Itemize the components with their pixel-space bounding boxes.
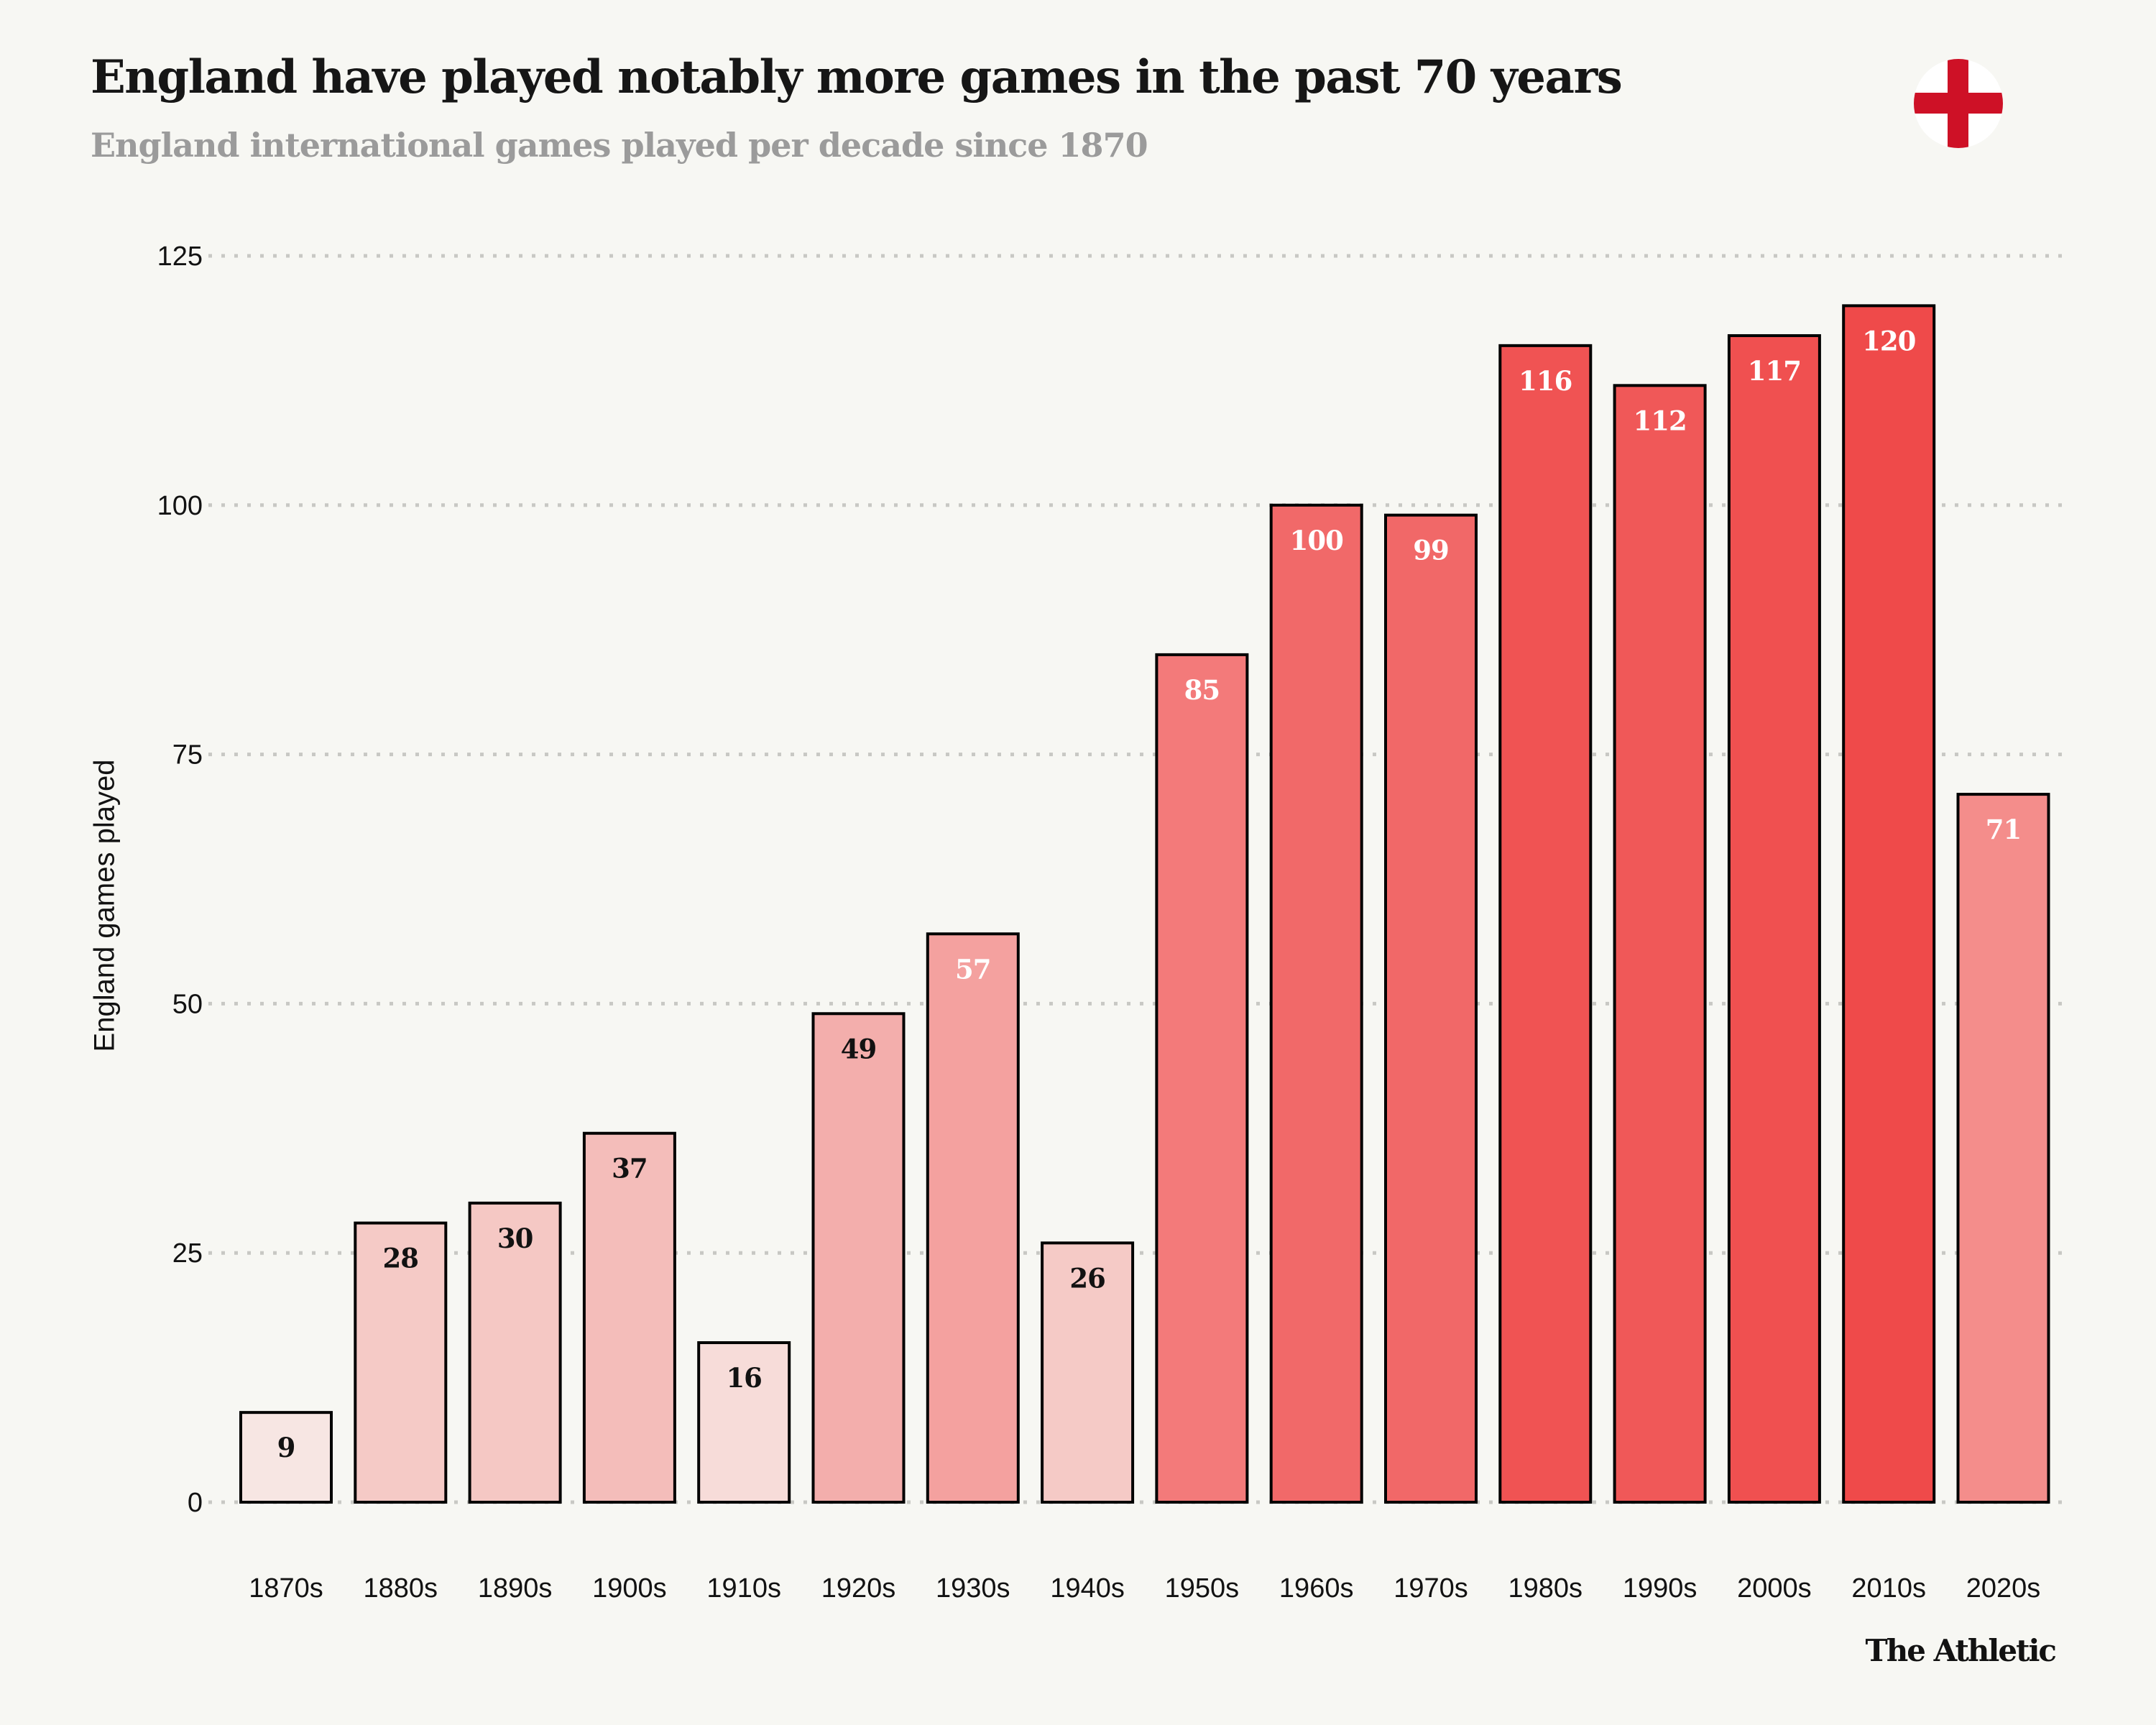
bar-1990s	[1613, 384, 1707, 1504]
x-tick-label: 1940s	[1050, 1573, 1125, 1604]
x-tick-label: 1930s	[936, 1573, 1010, 1604]
y-tick-label: 50	[172, 989, 203, 1019]
chart-title: England have played notably more games i…	[91, 50, 1623, 104]
bar-value-label: 99	[1413, 535, 1449, 566]
bar-2020s	[1956, 793, 2050, 1504]
chart-subtitle: England international games played per d…	[91, 126, 1148, 165]
x-tick-label: 2000s	[1737, 1573, 1812, 1604]
x-tick-label: 1950s	[1165, 1573, 1240, 1604]
bar-value-label: 120	[1862, 325, 1915, 356]
bar-1950s	[1155, 653, 1249, 1504]
bar-value-label: 112	[1633, 405, 1686, 436]
bar-value-label: 26	[1069, 1262, 1105, 1294]
y-axis-ticks: 0 25 50 75 100 125	[157, 242, 203, 1518]
x-axis-ticks: 1870s 1880s 1890s 1900s 1910s 1920s 1930s 1940s…	[249, 1573, 2040, 1604]
bar-value-label: 30	[497, 1223, 533, 1254]
x-tick-label: 1900s	[592, 1573, 667, 1604]
x-tick-label: 1870s	[249, 1573, 323, 1604]
bar-1920s	[811, 1012, 906, 1504]
bar-1910s	[697, 1341, 791, 1504]
bar-value-label: 117	[1748, 355, 1801, 387]
bar-2010s	[1842, 304, 1936, 1504]
bar-value-label: 9	[277, 1432, 295, 1463]
bar-value-label: 28	[383, 1243, 419, 1274]
x-tick-label: 1920s	[821, 1573, 896, 1604]
england-flag-icon	[1914, 59, 2003, 148]
bar-value-label: 100	[1290, 525, 1343, 556]
x-tick-label: 1890s	[478, 1573, 553, 1604]
bar-1970s	[1384, 513, 1478, 1504]
bar-value-label: 116	[1519, 365, 1572, 397]
bar-1890s	[468, 1201, 562, 1504]
y-tick-label: 100	[157, 491, 203, 521]
bar-value-label: 49	[841, 1033, 877, 1064]
bar-2000s	[1727, 334, 1821, 1504]
x-tick-label: 1910s	[706, 1573, 781, 1604]
x-tick-label: 2020s	[1966, 1573, 2041, 1604]
y-tick-label: 0	[188, 1488, 203, 1518]
bar-value-label: 71	[1986, 814, 2022, 845]
y-tick-label: 25	[172, 1238, 203, 1269]
bar-value-label: 16	[726, 1362, 762, 1394]
x-tick-label: 1970s	[1393, 1573, 1468, 1604]
bar-1870s	[239, 1411, 333, 1504]
x-tick-label: 1980s	[1508, 1573, 1583, 1604]
x-tick-label: 1960s	[1279, 1573, 1354, 1604]
bar-1980s	[1498, 344, 1593, 1504]
bar-value-label: 57	[955, 953, 991, 985]
bar-1880s	[354, 1221, 448, 1504]
bar-1960s	[1269, 503, 1363, 1504]
bar-value-label: 37	[612, 1153, 648, 1184]
flag-cross-horizontal	[1914, 93, 2003, 114]
bar-1930s	[926, 932, 1020, 1504]
bar-value-label: 85	[1184, 674, 1220, 706]
x-tick-label: 2010s	[1851, 1573, 1926, 1604]
bar-1940s	[1041, 1241, 1135, 1504]
bar-value-labels: 9 28 30 37 16 49 57 26 85 100 99 116 112 117 120 71	[277, 325, 2022, 1463]
y-tick-label: 125	[157, 242, 203, 272]
source-logo: The Athletic	[1865, 1633, 2057, 1668]
x-tick-label: 1990s	[1623, 1573, 1697, 1604]
x-tick-label: 1880s	[364, 1573, 438, 1604]
bars	[239, 304, 2050, 1504]
y-tick-label: 75	[172, 740, 203, 770]
bar-1900s	[582, 1131, 676, 1504]
